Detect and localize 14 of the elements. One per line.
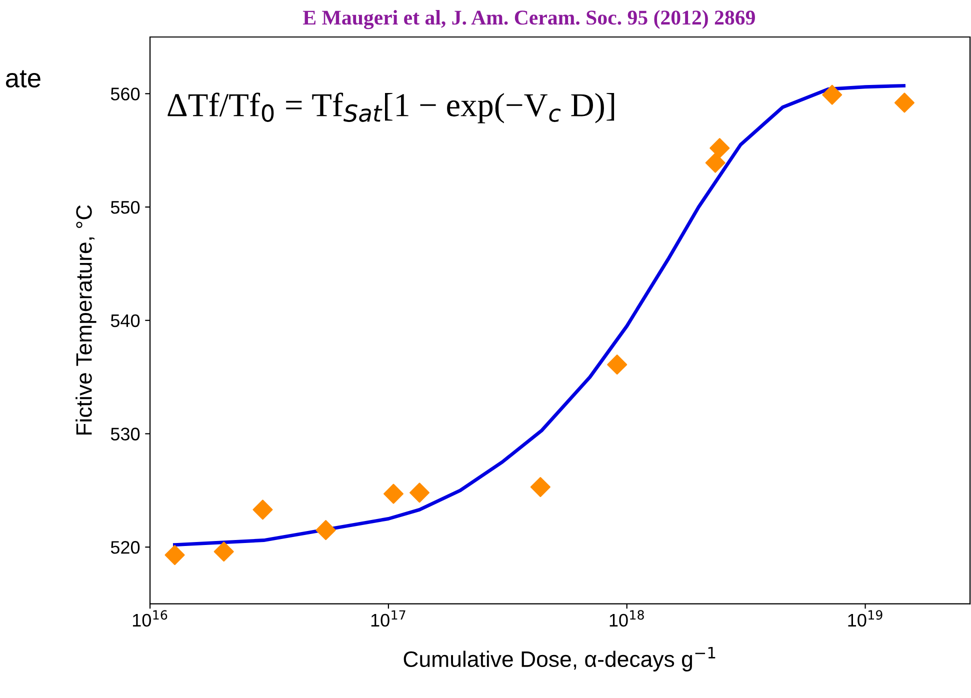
chart-title: E Maugeri et al, J. Am. Ceram. Soc. 95 (2012) 2869 bbox=[303, 10, 755, 30]
text: ate bbox=[6, 70, 40, 88]
x-tick-label: 10$^{16}$ bbox=[132, 610, 168, 627]
y-tick-label: 550 bbox=[110, 200, 140, 214]
x-tick-label: 10$^{18}$ bbox=[610, 610, 644, 627]
y-tick-label: 520 bbox=[110, 541, 140, 554]
y-axis-title: Fictive Temperature, °C bbox=[76, 205, 96, 435]
y-tick-label: 530 bbox=[110, 428, 140, 440]
y-tick-label: 540 bbox=[110, 314, 140, 328]
x-tick-label: 10$^{17}$ bbox=[371, 610, 406, 627]
y-tick-label: 560 bbox=[110, 88, 140, 100]
x-axis-title: Cumulative Dose, α-decays g$^{−1}$ bbox=[404, 646, 716, 672]
x-tick-label: 10$^{19}$ bbox=[848, 610, 882, 627]
annotation: ΔTf/Tf$_{0}$ = Tf$_{Sat}$[1 − exp(−V$_{c}$ D)] bbox=[168, 92, 614, 124]
